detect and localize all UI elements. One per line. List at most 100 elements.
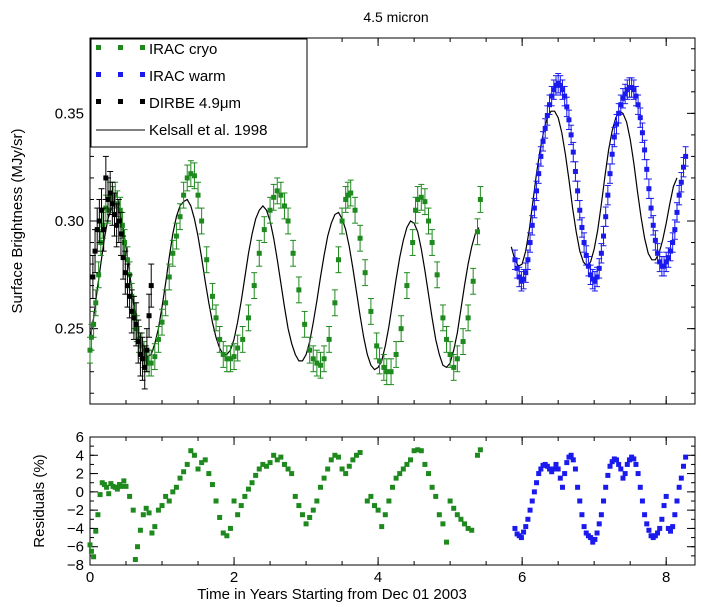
- x-tick-label: 8: [662, 569, 670, 586]
- data-point: [572, 168, 578, 174]
- residual-point: [575, 484, 581, 490]
- residual-point: [404, 461, 410, 467]
- data-point: [204, 257, 210, 263]
- data-point: [568, 132, 574, 138]
- residual-y-tick-label: −8: [67, 557, 84, 574]
- residual-point: [242, 493, 248, 499]
- data-point: [422, 199, 428, 205]
- residuals-y-axis-label: Residuals (%): [31, 454, 48, 547]
- legend-marker-warm: [96, 72, 101, 77]
- residual-point: [163, 493, 169, 499]
- data-point: [633, 93, 639, 99]
- data-point: [410, 240, 416, 246]
- data-point: [107, 190, 113, 196]
- data-point: [404, 283, 410, 289]
- legend-marker-cryo: [96, 45, 101, 50]
- data-point: [122, 270, 128, 276]
- residual-point: [108, 481, 114, 487]
- data-point: [672, 227, 678, 233]
- residual-point: [382, 512, 388, 518]
- residual-point: [521, 529, 527, 535]
- data-point: [603, 214, 609, 220]
- data-point: [523, 270, 529, 276]
- residual-point: [328, 457, 334, 463]
- data-point: [594, 274, 600, 280]
- y-tick-label: 0.30: [55, 213, 84, 230]
- data-point: [474, 229, 480, 235]
- residual-point: [209, 482, 215, 488]
- data-point: [398, 326, 404, 332]
- data-point: [531, 205, 537, 211]
- residual-point: [531, 489, 537, 495]
- residual-point: [371, 503, 377, 509]
- residual-point: [562, 471, 568, 477]
- residual-point: [119, 483, 125, 489]
- residual-point: [415, 447, 421, 453]
- residual-y-tick-label: −6: [67, 539, 84, 556]
- data-point: [256, 250, 262, 256]
- residual-point: [199, 460, 205, 466]
- data-point: [620, 95, 626, 101]
- legend-label-dirbe: DIRBE 4.9μm: [149, 95, 241, 112]
- residual-point: [267, 460, 273, 466]
- residual-point: [605, 472, 611, 478]
- residual-point: [263, 463, 269, 469]
- data-point: [415, 196, 421, 202]
- data-point: [231, 354, 237, 360]
- data-point: [326, 336, 332, 342]
- data-point: [609, 151, 615, 157]
- x-tick-label: 4: [374, 569, 382, 586]
- data-point: [310, 356, 316, 362]
- data-point: [227, 356, 233, 362]
- residual-point: [527, 507, 533, 513]
- residual-point: [592, 536, 598, 542]
- residual-point: [375, 507, 381, 513]
- residual-point: [572, 466, 578, 472]
- data-point: [388, 369, 394, 375]
- residual-point: [534, 480, 540, 486]
- data-point: [652, 237, 658, 243]
- residual-point: [310, 507, 316, 513]
- data-point: [133, 321, 139, 327]
- legend-marker-dirbe: [96, 99, 101, 104]
- residual-point: [618, 466, 624, 472]
- residual-point: [644, 521, 650, 527]
- data-point: [91, 321, 97, 327]
- residual-point: [137, 527, 143, 533]
- residual-point: [135, 544, 141, 550]
- data-point: [551, 87, 557, 93]
- data-point: [613, 121, 619, 127]
- data-point: [562, 93, 568, 99]
- data-point: [454, 356, 460, 362]
- data-point: [105, 196, 111, 202]
- legend-marker-dirbe: [118, 99, 123, 104]
- data-point: [177, 214, 183, 220]
- residual-point: [335, 454, 341, 460]
- data-point: [637, 115, 643, 121]
- data-point: [148, 360, 154, 366]
- data-point: [377, 358, 383, 364]
- data-point: [94, 227, 100, 233]
- data-point: [146, 313, 152, 319]
- residual-point: [538, 466, 544, 472]
- residual-point: [626, 457, 632, 463]
- residual-point: [624, 461, 630, 467]
- model-curve: [89, 110, 678, 371]
- residual-point: [332, 452, 338, 458]
- data-point: [527, 240, 533, 246]
- data-point: [680, 164, 686, 170]
- data-point: [622, 91, 628, 97]
- residual-point: [536, 471, 542, 477]
- residual-point: [321, 475, 327, 481]
- residual-point: [655, 530, 661, 536]
- residual-point: [152, 524, 158, 530]
- residual-point: [547, 466, 553, 472]
- data-point: [683, 153, 689, 159]
- data-point: [217, 336, 223, 342]
- residual-point: [551, 466, 557, 472]
- residual-point: [683, 454, 689, 460]
- residual-point: [418, 448, 424, 454]
- data-point: [368, 308, 374, 314]
